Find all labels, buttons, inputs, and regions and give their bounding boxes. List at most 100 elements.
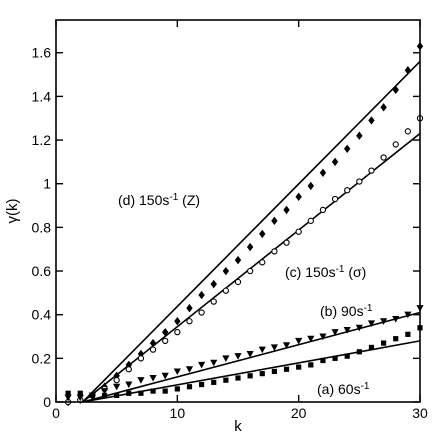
square-point [162, 388, 168, 394]
y-tick-label: 0.8 [32, 219, 52, 235]
square-point [199, 381, 205, 388]
triangle-point [404, 311, 412, 319]
square-point [308, 362, 314, 368]
diamond-point [259, 229, 266, 239]
diamond-point [295, 192, 302, 202]
circle-point [174, 328, 181, 336]
diamond-point [404, 66, 412, 75]
annotation-b: (b) 90s-1 [318, 301, 375, 320]
triangle-point [222, 355, 230, 362]
annotation-superscript: -1 [361, 381, 370, 392]
circle-point [380, 154, 387, 161]
diamond-fit-line [82, 60, 421, 403]
circle-point [283, 239, 290, 246]
square-point [247, 373, 253, 379]
diamond-point [234, 255, 242, 265]
annotation-text: (b) 90s [320, 303, 364, 319]
square-point [174, 386, 180, 392]
annotation-label-a: (a) 60s-1 [317, 381, 370, 398]
circle-point [246, 267, 254, 275]
square-point [271, 368, 277, 375]
annotation-text: (a) 60s [317, 381, 361, 397]
triangle-point [331, 329, 339, 336]
x-tick-label: 30 [412, 405, 428, 421]
triangle-point [307, 335, 315, 343]
annotation-text: (Z) [178, 192, 200, 208]
diamond-point [186, 303, 193, 313]
square-point [283, 366, 290, 372]
x-tick-label: 20 [291, 405, 307, 421]
triangle-point [343, 326, 351, 334]
circle-series [64, 115, 424, 406]
diamond-point [271, 216, 278, 226]
y-tick-label: 1.4 [32, 88, 52, 104]
square-point [405, 331, 411, 337]
triangle-point [380, 318, 388, 325]
circle-point [404, 128, 412, 135]
triangle-point [185, 366, 194, 373]
diamond-point [368, 116, 375, 125]
diamond-point [198, 290, 205, 300]
circle-point [319, 206, 327, 214]
triangle-point [282, 342, 291, 349]
annotation-superscript: -1 [336, 264, 345, 275]
square-point [186, 384, 193, 390]
square-point [77, 390, 83, 396]
circle-point [113, 377, 120, 384]
annotation-label-b: (b) 90s-1 [320, 303, 373, 320]
plot-frame [55, 19, 421, 403]
annotation-label-d: (d) 150s-1 (Z) [118, 192, 200, 209]
diamond-point [319, 168, 327, 177]
diamond-point [174, 317, 181, 326]
annotation-superscript: -1 [169, 192, 178, 203]
square-point [259, 371, 265, 377]
square-point [296, 364, 302, 370]
triangle-point [258, 346, 266, 354]
square-point [223, 377, 229, 383]
triangle-point [246, 350, 254, 358]
diamond-point [210, 279, 217, 289]
circle-point [149, 346, 157, 353]
triangle-point [210, 359, 218, 367]
circle-point [186, 318, 193, 325]
circle-fit-line [82, 132, 421, 403]
square-point [126, 390, 132, 396]
triangle-point [149, 374, 157, 382]
square-point [344, 353, 350, 359]
circle-point [162, 337, 169, 345]
square-point [235, 375, 241, 381]
triangle-point [367, 320, 376, 328]
circle-point [137, 355, 145, 362]
annotation-c: (c) 150s-1 (σ) [283, 262, 369, 281]
triangle-point [270, 344, 278, 352]
circle-point [125, 366, 132, 373]
square-point [368, 344, 375, 351]
y-tick-label: 0.4 [32, 307, 52, 323]
square-point [114, 392, 120, 399]
circle-point [392, 141, 399, 148]
triangle-down-fit-line [82, 311, 421, 403]
diamond-point [307, 181, 314, 191]
triangle-point [76, 394, 84, 402]
y-tick-label: 1.2 [32, 132, 52, 148]
diamond-point [331, 157, 339, 167]
square-point [211, 379, 217, 385]
y-tick-label: 0.6 [32, 263, 52, 279]
y-tick-label: 1.6 [32, 45, 52, 61]
square-point [65, 390, 71, 396]
annotation-a: (a) 60s-1 [315, 379, 372, 398]
triangle-point [198, 361, 206, 369]
circle-point [295, 228, 302, 235]
square-point [393, 336, 399, 342]
triangle-point [295, 337, 303, 345]
triangle-point [173, 368, 181, 376]
y-tick-label: 0.2 [32, 350, 52, 366]
circle-point [307, 217, 314, 224]
diamond-point [246, 242, 254, 252]
y-axis-label: γ(k) [4, 199, 21, 224]
diamond-point [344, 144, 351, 153]
circle-point [368, 167, 375, 174]
annotations: (d) 150s-1 (Z)(c) 150s-1 (σ)(b) 90s-1(a)… [118, 192, 375, 398]
triangle-point [392, 316, 400, 323]
diamond-point [380, 103, 387, 112]
